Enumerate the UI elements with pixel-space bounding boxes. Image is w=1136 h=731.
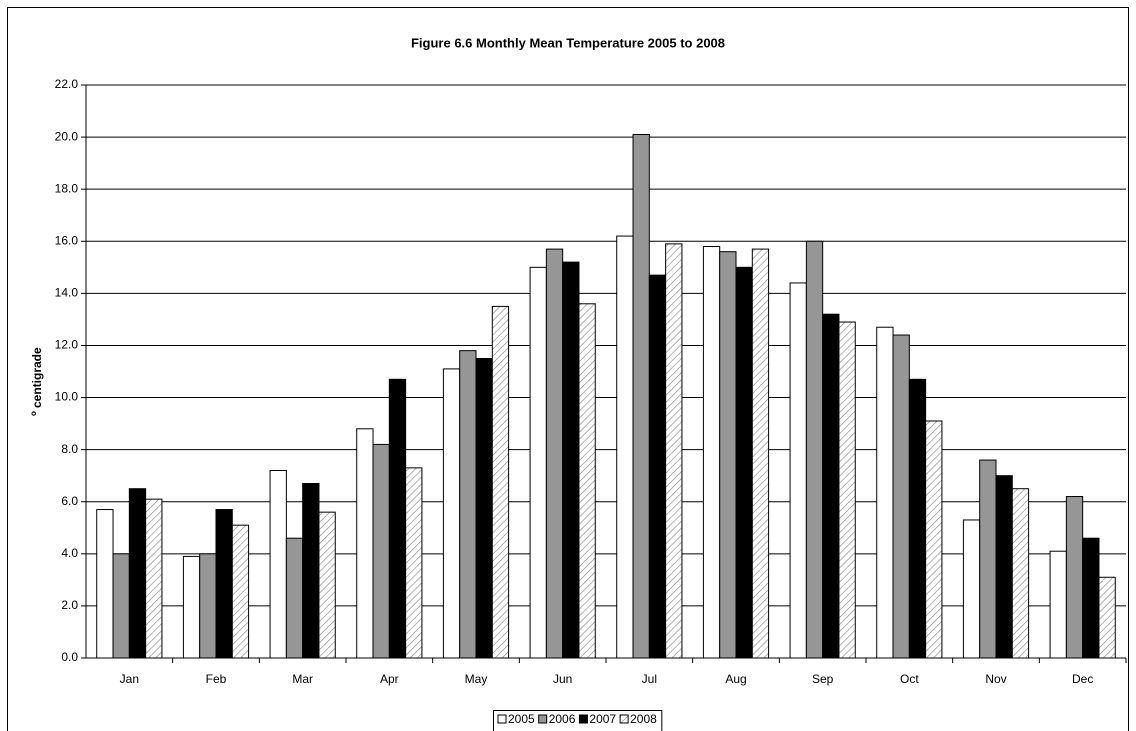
bar xyxy=(876,326,894,659)
bar xyxy=(562,261,580,659)
x-tick-label: Dec xyxy=(1072,672,1093,686)
x-tick-label: Jun xyxy=(553,672,572,686)
bar xyxy=(735,266,753,659)
bar xyxy=(578,303,596,659)
bar xyxy=(1065,496,1084,659)
y-axis-label: o centigrade xyxy=(29,347,44,416)
y-label-text: centigrade xyxy=(30,347,44,408)
x-tick-label: Jul xyxy=(642,672,657,686)
bar xyxy=(459,350,477,659)
y-tick-label: 0.0 xyxy=(61,650,78,664)
bar xyxy=(702,245,721,659)
legend-swatch xyxy=(497,714,507,724)
bar xyxy=(318,511,336,659)
legend-label: 2007 xyxy=(589,712,616,726)
bar xyxy=(145,498,163,659)
y-tick-label: 4.0 xyxy=(61,546,78,560)
bar xyxy=(112,553,130,659)
x-tick-label: Aug xyxy=(725,672,746,686)
y-tick-label: 14.0 xyxy=(55,286,79,300)
bar xyxy=(199,553,217,659)
bar xyxy=(838,321,856,659)
bar xyxy=(372,443,390,659)
y-label-superscript: o xyxy=(29,411,38,416)
bar xyxy=(1082,537,1100,659)
bar xyxy=(648,274,667,659)
bar xyxy=(182,555,201,659)
bar xyxy=(979,459,997,659)
legend: 2005 2006 2007 2008 xyxy=(493,710,663,731)
chart-title: Figure 6.6 Monthly Mean Temperature 2005… xyxy=(411,35,725,50)
bar xyxy=(805,240,824,659)
bar xyxy=(475,357,493,659)
legend-label: 2008 xyxy=(630,712,657,726)
bar xyxy=(1049,550,1067,659)
bar xyxy=(231,524,250,659)
x-tick-label: May xyxy=(465,672,488,686)
y-tick-label: 8.0 xyxy=(61,442,78,456)
bar xyxy=(962,519,981,659)
x-tick-label: Feb xyxy=(206,672,227,686)
bar xyxy=(302,482,320,659)
bar xyxy=(128,488,147,659)
bar xyxy=(995,475,1013,659)
legend-swatch xyxy=(578,714,588,724)
x-tick-label: Jan xyxy=(120,672,139,686)
bar xyxy=(665,243,683,659)
y-tick-label: 18.0 xyxy=(55,181,79,195)
bar xyxy=(491,305,510,659)
x-tick-label: Sep xyxy=(812,672,834,686)
bar xyxy=(789,282,807,659)
y-tick-label: 12.0 xyxy=(55,338,79,352)
y-tick-label: 16.0 xyxy=(55,233,79,247)
x-tick-label: Mar xyxy=(292,672,313,686)
bar xyxy=(1011,488,1030,659)
bar xyxy=(822,313,840,659)
legend-swatch xyxy=(538,714,548,724)
bar xyxy=(285,537,304,659)
bar xyxy=(356,428,374,659)
y-tick-label: 2.0 xyxy=(61,598,78,612)
legend-label: 2005 xyxy=(508,712,535,726)
x-tick-label: Apr xyxy=(380,672,399,686)
bar xyxy=(442,368,461,659)
bar xyxy=(616,235,634,659)
bar xyxy=(529,266,547,659)
bar xyxy=(215,509,233,659)
y-tick-label: 6.0 xyxy=(61,494,78,508)
y-tick-label: 22.0 xyxy=(55,77,79,91)
y-tick-label: 10.0 xyxy=(55,390,79,404)
bar xyxy=(269,469,287,659)
bar xyxy=(908,378,927,659)
bar xyxy=(925,420,943,659)
bar xyxy=(892,334,910,659)
bar xyxy=(751,248,770,659)
bar xyxy=(388,378,407,659)
bar xyxy=(96,509,114,659)
legend-swatch xyxy=(619,714,629,724)
x-tick-label: Oct xyxy=(900,672,919,686)
bar xyxy=(632,133,650,659)
y-tick-label: 20.0 xyxy=(55,129,79,143)
x-tick-label: Nov xyxy=(985,672,1006,686)
bar xyxy=(1098,576,1116,659)
bar xyxy=(545,248,564,659)
bar xyxy=(405,467,423,659)
legend-label: 2006 xyxy=(549,712,576,726)
bar xyxy=(719,251,737,659)
